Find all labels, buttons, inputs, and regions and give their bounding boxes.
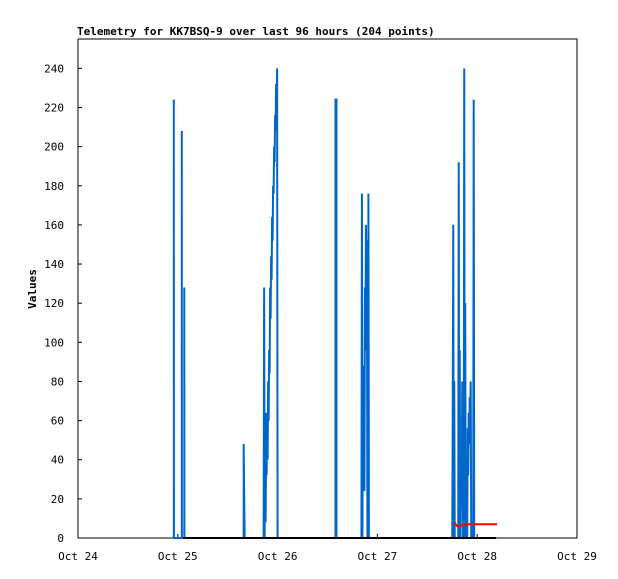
x-axis: Oct 24 Oct 25 Oct 26 Oct 27 Oct 28 Oct 29 (58, 534, 597, 563)
y-tick-label: 0 (57, 532, 64, 545)
y-tick-label: 240 (44, 62, 64, 75)
y-tick-label: 160 (44, 219, 64, 232)
x-tick-label: Oct 29 (557, 550, 597, 563)
y-axis-label: Values (26, 269, 39, 309)
y-tick-label: 140 (44, 258, 64, 271)
y-tick-label: 220 (44, 101, 64, 114)
y-tick-label: 80 (51, 375, 64, 388)
series-layer (172, 68, 498, 539)
y-axis: 0 20 40 60 80 100 120 140 160 180 200 220 240 (44, 62, 82, 545)
x-tick-label: Oct 26 (258, 550, 298, 563)
x-tick-label: Oct 25 (158, 550, 198, 563)
y-tick-label: 60 (51, 415, 64, 428)
x-tick-label: Oct 27 (358, 550, 398, 563)
chart-title: Telemetry for KK7BSQ-9 over last 96 hour… (77, 25, 435, 38)
y-tick-label: 180 (44, 180, 64, 193)
plot-frame (77, 38, 578, 539)
series-line-1 (172, 68, 476, 539)
x-tick-label: Oct 28 (457, 550, 497, 563)
series-line-3 (453, 521, 498, 528)
y-tick-label: 100 (44, 336, 64, 349)
x-tick-label: Oct 24 (58, 550, 98, 563)
y-tick-label: 40 (51, 454, 64, 467)
y-tick-label: 120 (44, 297, 64, 310)
y-tick-label: 200 (44, 141, 64, 154)
y-tick-label: 20 (51, 493, 64, 506)
